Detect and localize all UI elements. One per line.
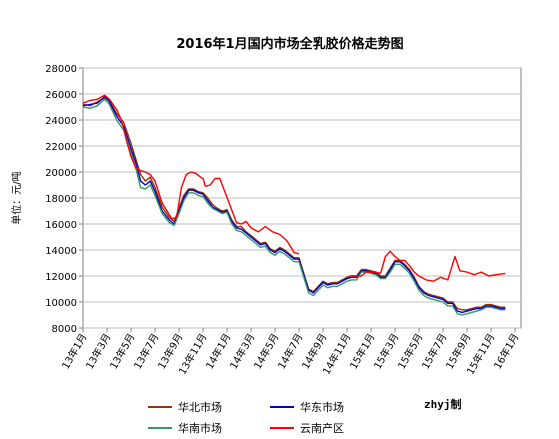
series-yunnan-line — [82, 94, 506, 282]
y-tick-label: 8000 — [52, 324, 77, 335]
legend-east-label: 华东市场 — [300, 400, 344, 414]
y-axis-label: 单位：元/吨 — [10, 171, 23, 224]
credit-text: zhyj制 — [424, 397, 462, 411]
y-tick-label: 20000 — [45, 168, 77, 179]
legend-south-label: 华南市场 — [178, 421, 222, 435]
y-tick-label: 16000 — [45, 220, 77, 231]
y-tick-label: 24000 — [45, 116, 77, 127]
y-tick-label: 18000 — [45, 194, 77, 205]
chart-title: 2016年1月国内市场全乳胶价格走势图 — [176, 36, 403, 52]
legend-north-label: 华北市场 — [178, 400, 222, 414]
y-tick-label: 10000 — [45, 298, 77, 309]
y-tick-label: 22000 — [45, 142, 77, 153]
series-south-line — [82, 98, 506, 316]
series-east-line — [82, 95, 506, 314]
y-tick-label: 26000 — [45, 90, 77, 101]
y-tick-label: 12000 — [45, 272, 77, 283]
y-tick-label: 28000 — [45, 64, 77, 75]
y-tick-label: 14000 — [45, 246, 77, 257]
legend-yunnan-label: 云南产区 — [300, 421, 344, 435]
